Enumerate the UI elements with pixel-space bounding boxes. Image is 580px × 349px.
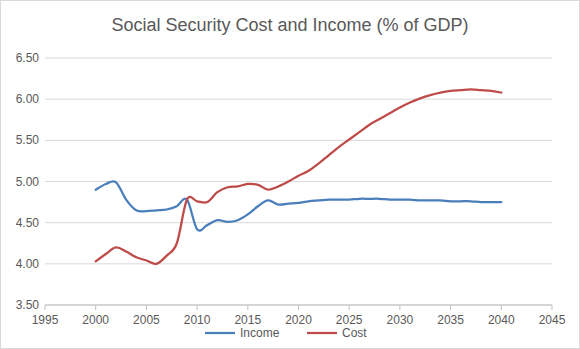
page: {"chart_data": {"type": "line", "title":… <box>0 0 580 349</box>
series-line <box>96 89 502 264</box>
y-tick-label: 3.50 <box>16 298 40 312</box>
y-tick-label: 5.50 <box>16 133 40 147</box>
legend-swatch <box>205 332 235 334</box>
x-tick-label: 1995 <box>32 313 59 327</box>
x-tick <box>247 305 248 310</box>
grid-line <box>45 222 552 223</box>
legend-label: Cost <box>342 326 367 340</box>
x-tick-label: 2000 <box>82 313 109 327</box>
chart-border <box>1 1 580 349</box>
x-tick-label: 2005 <box>133 313 160 327</box>
legend-label: Income <box>240 326 280 340</box>
x-tick-label: 2015 <box>234 313 261 327</box>
y-tick-label: 6.00 <box>16 92 40 106</box>
x-tick <box>399 305 400 310</box>
grid-line <box>45 263 552 264</box>
y-tick-label: 6.50 <box>16 51 40 65</box>
grid-line <box>45 140 552 141</box>
x-tick-label: 2030 <box>387 313 414 327</box>
chart: Social Security Cost and Income (% of GD… <box>0 0 580 349</box>
x-tick-label: 2035 <box>437 313 464 327</box>
x-tick <box>349 305 350 310</box>
x-tick-label: 2025 <box>336 313 363 327</box>
legend: Income Cost <box>205 326 367 340</box>
series-line <box>96 181 502 230</box>
x-tick <box>501 305 502 310</box>
x-tick <box>197 305 198 310</box>
x-tick <box>95 305 96 310</box>
title: Social Security Cost and Income (% of GD… <box>111 15 468 35</box>
plot-area <box>96 89 502 264</box>
legend-swatch <box>307 332 337 334</box>
x-tick <box>146 305 147 310</box>
grid-line <box>45 58 552 59</box>
x-tick-label: 2040 <box>488 313 515 327</box>
x-tick <box>552 305 553 310</box>
y-tick-label: 4.50 <box>16 216 40 230</box>
grid-line <box>45 181 552 182</box>
x-tick <box>298 305 299 310</box>
y-tick-label: 5.00 <box>16 175 40 189</box>
x-tick-label: 2045 <box>539 313 566 327</box>
y-tick-label: 4.00 <box>16 257 40 271</box>
x-tick-label: 2020 <box>285 313 312 327</box>
grid-line <box>45 99 552 100</box>
x-tick <box>450 305 451 310</box>
x-tick-label: 2010 <box>184 313 211 327</box>
x-tick <box>45 305 46 310</box>
